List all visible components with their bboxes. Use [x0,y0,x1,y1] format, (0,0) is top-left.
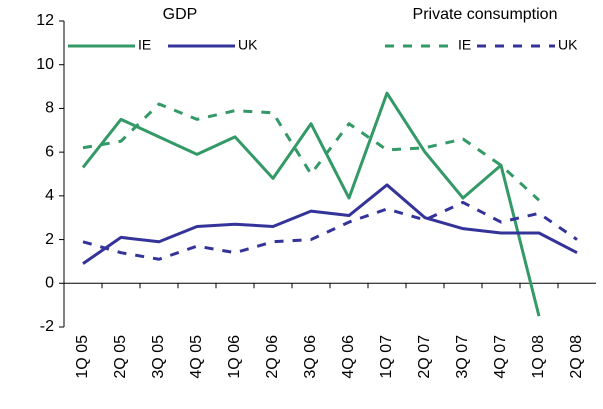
series-line [82,200,578,261]
legend-label: UK [558,37,578,53]
series-line [82,102,541,202]
x-tick-label: 2Q 07 [416,335,433,379]
x-tick-label: 1Q 08 [530,335,547,379]
x-tick-label: 4Q 07 [492,335,509,379]
x-tick-label: 2Q 05 [112,335,129,379]
legend-group-title: Private consumption [413,6,558,23]
x-tick-label: 1Q 06 [226,335,243,379]
y-tick-label: -2 [40,318,54,335]
x-tick-label: 1Q 07 [378,335,395,379]
y-tick-label: 0 [45,275,54,292]
y-tick-label: 10 [36,56,54,73]
legend-label: IE [458,37,471,53]
legend-group-title: GDP [163,6,198,23]
x-tick-label: 4Q 05 [188,335,205,379]
y-tick-label: 12 [36,12,54,29]
y-tick-label: 6 [45,143,54,160]
x-tick-label: 3Q 06 [302,335,319,379]
legend-label: IE [138,37,151,53]
x-tick-label: 1Q 05 [74,335,91,379]
y-tick-label: 4 [45,187,54,204]
x-tick-label: 3Q 05 [150,335,167,379]
x-tick-label: 2Q 08 [568,335,585,379]
series-line [82,183,578,265]
x-tick-label: 3Q 07 [454,335,471,379]
y-tick-label: 2 [45,231,54,248]
x-tick-label: 4Q 06 [340,335,357,379]
y-tick-label: 8 [45,100,54,117]
series-line [81,91,541,317]
x-tick-label: 2Q 06 [264,335,281,379]
legend-label: UK [238,37,258,53]
